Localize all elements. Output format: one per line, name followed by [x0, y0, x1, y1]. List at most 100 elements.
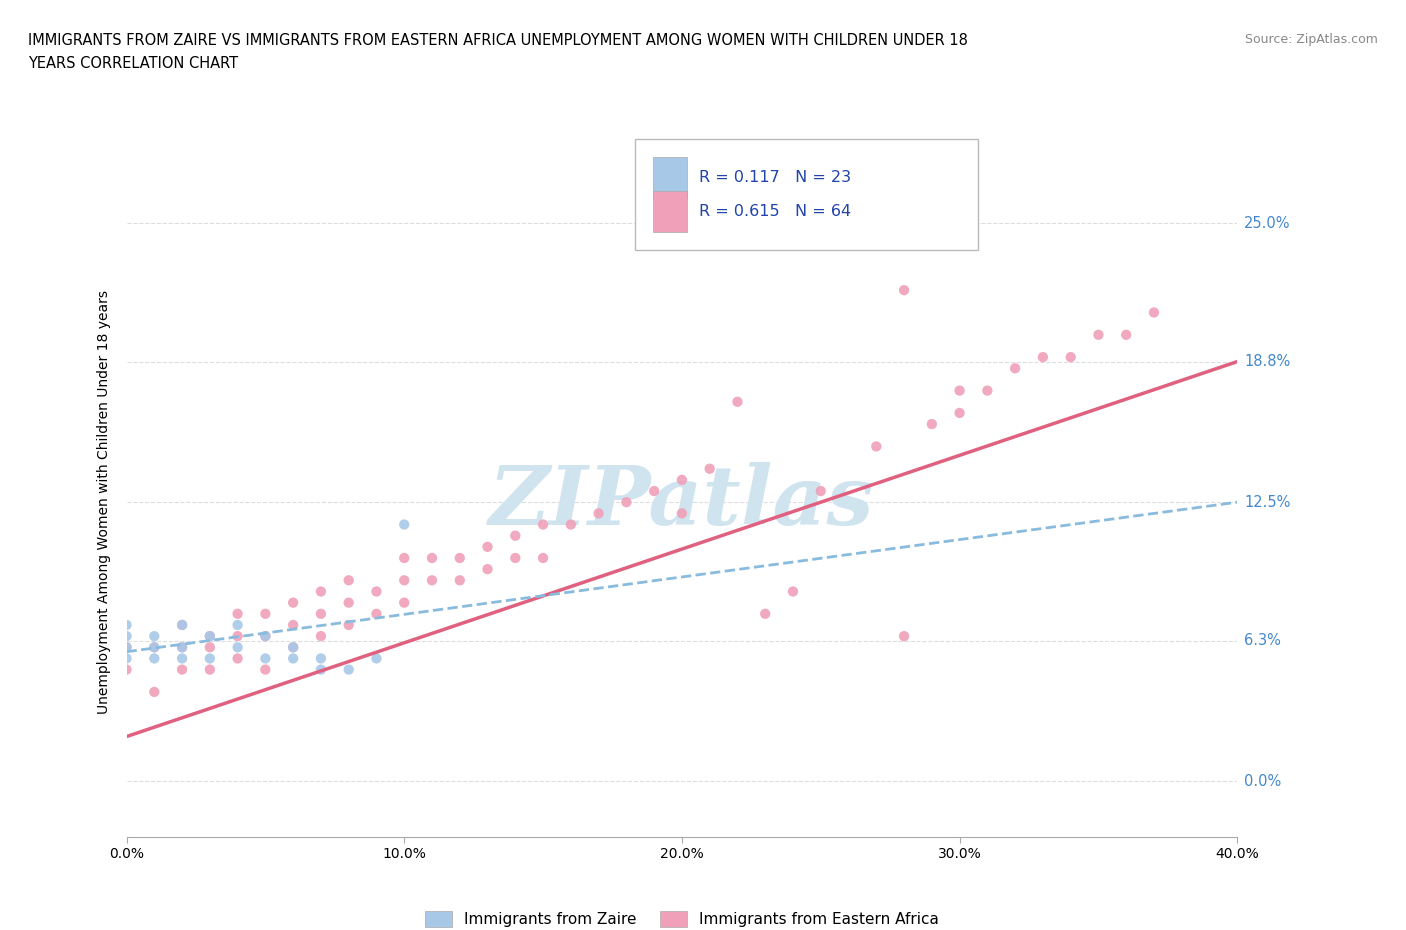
Point: [226, 651, 249, 666]
Point: [976, 383, 998, 398]
Point: [366, 651, 388, 666]
Point: [198, 662, 221, 677]
Point: [143, 651, 166, 666]
Point: [337, 595, 360, 610]
Point: [754, 606, 776, 621]
Point: [115, 640, 138, 655]
Point: [254, 629, 277, 644]
Text: 12.5%: 12.5%: [1244, 495, 1291, 510]
Point: [948, 383, 970, 398]
Point: [309, 584, 332, 599]
Point: [366, 584, 388, 599]
Point: [394, 551, 416, 565]
Point: [309, 662, 332, 677]
Point: [1032, 350, 1054, 365]
Point: [782, 584, 804, 599]
Point: [503, 528, 526, 543]
Text: ZIPatlas: ZIPatlas: [489, 462, 875, 542]
Point: [143, 684, 166, 699]
Point: [281, 618, 304, 632]
Text: 0.0%: 0.0%: [1244, 774, 1281, 789]
Point: [337, 618, 360, 632]
Point: [366, 606, 388, 621]
Point: [198, 651, 221, 666]
Point: [1087, 327, 1109, 342]
Point: [254, 606, 277, 621]
Point: [394, 595, 416, 610]
Point: [309, 629, 332, 644]
Point: [115, 618, 138, 632]
Point: [588, 506, 610, 521]
Point: [893, 629, 915, 644]
Point: [560, 517, 582, 532]
Point: [143, 640, 166, 655]
Point: [699, 461, 721, 476]
Point: [143, 640, 166, 655]
Text: 18.8%: 18.8%: [1244, 354, 1291, 369]
Point: [449, 551, 471, 565]
Text: Source: ZipAtlas.com: Source: ZipAtlas.com: [1244, 33, 1378, 46]
Point: [115, 640, 138, 655]
Point: [531, 551, 554, 565]
Point: [172, 640, 194, 655]
Text: IMMIGRANTS FROM ZAIRE VS IMMIGRANTS FROM EASTERN AFRICA UNEMPLOYMENT AMONG WOMEN: IMMIGRANTS FROM ZAIRE VS IMMIGRANTS FROM…: [28, 33, 967, 47]
Text: R = 0.615   N = 64: R = 0.615 N = 64: [699, 204, 852, 219]
Point: [254, 629, 277, 644]
Point: [503, 551, 526, 565]
Point: [115, 651, 138, 666]
Point: [281, 595, 304, 610]
Point: [531, 517, 554, 532]
Point: [394, 517, 416, 532]
Point: [337, 662, 360, 677]
Point: [198, 640, 221, 655]
Point: [810, 484, 832, 498]
Point: [337, 573, 360, 588]
Point: [254, 662, 277, 677]
Point: [865, 439, 887, 454]
Point: [671, 506, 693, 521]
Point: [420, 573, 443, 588]
Point: [143, 629, 166, 644]
Point: [727, 394, 749, 409]
Point: [172, 618, 194, 632]
Point: [309, 651, 332, 666]
Text: YEARS CORRELATION CHART: YEARS CORRELATION CHART: [28, 56, 238, 71]
Legend: Immigrants from Zaire, Immigrants from Eastern Africa: Immigrants from Zaire, Immigrants from E…: [419, 905, 945, 930]
Point: [1143, 305, 1166, 320]
Point: [309, 606, 332, 621]
Point: [226, 618, 249, 632]
Point: [226, 606, 249, 621]
Point: [477, 562, 499, 577]
Point: [226, 640, 249, 655]
Text: 6.3%: 6.3%: [1244, 633, 1281, 648]
Point: [921, 417, 943, 432]
Point: [420, 551, 443, 565]
Point: [1060, 350, 1083, 365]
Point: [671, 472, 693, 487]
Point: [449, 573, 471, 588]
Point: [172, 618, 194, 632]
Point: [394, 573, 416, 588]
Point: [226, 629, 249, 644]
Point: [198, 629, 221, 644]
Y-axis label: Unemployment Among Women with Children Under 18 years: Unemployment Among Women with Children U…: [97, 290, 111, 714]
Point: [172, 640, 194, 655]
Point: [893, 283, 915, 298]
Text: 25.0%: 25.0%: [1244, 216, 1291, 231]
Point: [172, 651, 194, 666]
Point: [1115, 327, 1137, 342]
Point: [948, 405, 970, 420]
Point: [614, 495, 637, 510]
Point: [254, 651, 277, 666]
Point: [477, 539, 499, 554]
Point: [115, 629, 138, 644]
Point: [172, 662, 194, 677]
Point: [1004, 361, 1026, 376]
Point: [281, 640, 304, 655]
Point: [115, 662, 138, 677]
Point: [643, 484, 665, 498]
Point: [281, 651, 304, 666]
Text: R = 0.117   N = 23: R = 0.117 N = 23: [699, 169, 852, 184]
Point: [198, 629, 221, 644]
Point: [281, 640, 304, 655]
